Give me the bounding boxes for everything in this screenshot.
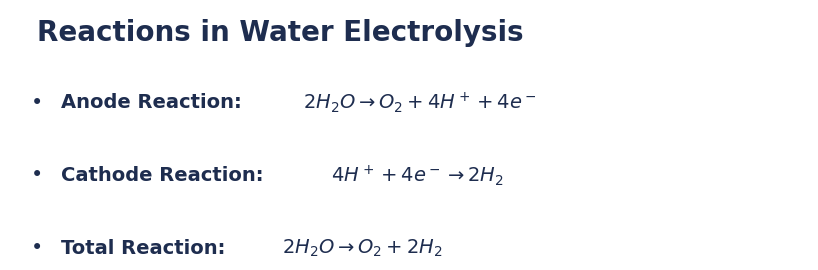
- Text: $2H_2O \rightarrow O_2 + 4H^+ + 4e^-$: $2H_2O \rightarrow O_2 + 4H^+ + 4e^-$: [303, 90, 537, 115]
- Text: •: •: [31, 166, 43, 185]
- Text: •: •: [31, 238, 43, 258]
- Text: Cathode Reaction:: Cathode Reaction:: [61, 166, 271, 185]
- Text: Total Reaction:: Total Reaction:: [61, 239, 232, 258]
- Text: •: •: [31, 93, 43, 113]
- Text: Anode Reaction:: Anode Reaction:: [61, 93, 249, 112]
- Text: Reactions in Water Electrolysis: Reactions in Water Electrolysis: [37, 19, 524, 47]
- Text: $2H_2O \rightarrow O_2 + 2H_2$: $2H_2O \rightarrow O_2 + 2H_2$: [282, 238, 443, 259]
- Text: $4H^+ + 4e^- \rightarrow 2H_2$: $4H^+ + 4e^- \rightarrow 2H_2$: [331, 163, 504, 188]
